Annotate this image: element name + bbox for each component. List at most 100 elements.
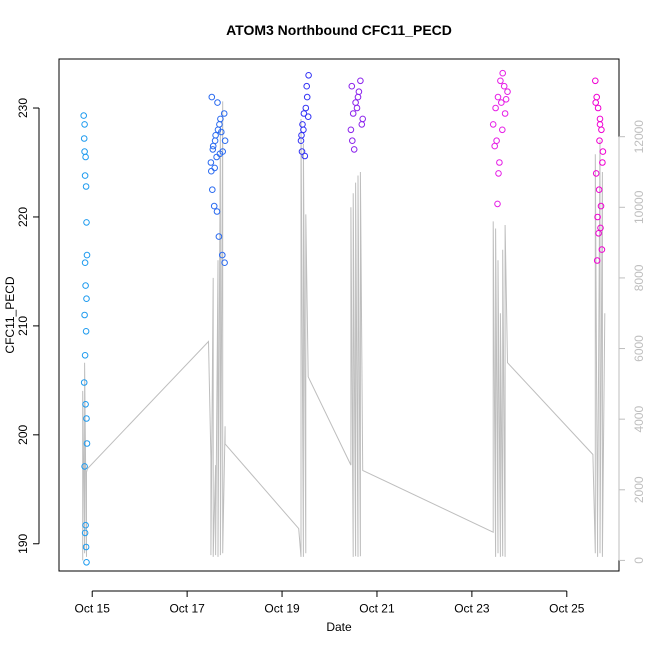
y-tick-label: 210 xyxy=(16,316,30,336)
data-point xyxy=(219,251,226,259)
data-point xyxy=(221,259,228,267)
chart-title: ATOM3 Northbound CFC11_PECD xyxy=(226,22,452,38)
y2-tick-label: 0 xyxy=(632,557,646,564)
data-point xyxy=(354,93,362,101)
data-point xyxy=(595,230,602,237)
data-point xyxy=(208,167,215,175)
data-point xyxy=(209,186,216,193)
data-point xyxy=(352,99,359,106)
y2-tick-label: 6000 xyxy=(632,335,646,362)
data-point xyxy=(81,311,88,319)
data-point xyxy=(347,126,355,134)
data-point xyxy=(493,137,500,144)
data-point xyxy=(207,159,215,166)
data-point xyxy=(81,148,88,155)
data-point xyxy=(82,282,89,289)
data-point xyxy=(502,96,510,103)
data-point xyxy=(592,77,599,85)
data-point xyxy=(214,99,221,106)
data-point xyxy=(81,259,89,267)
data-point xyxy=(216,150,224,158)
points-layer xyxy=(80,69,607,566)
x-tick-label: Oct 21 xyxy=(359,602,395,616)
data-point xyxy=(81,172,89,179)
data-point xyxy=(82,153,89,161)
data-point xyxy=(305,72,312,79)
secondary-line-layer xyxy=(82,101,606,561)
data-point xyxy=(209,146,217,153)
data-point xyxy=(303,82,311,90)
data-point xyxy=(82,543,90,551)
y2-tick-label: 8000 xyxy=(632,264,646,291)
data-point xyxy=(349,110,357,117)
data-point xyxy=(500,82,508,90)
data-point xyxy=(596,137,603,144)
data-point xyxy=(499,69,507,77)
data-point xyxy=(498,99,505,106)
data-point xyxy=(301,152,309,160)
data-point xyxy=(298,132,305,139)
data-point xyxy=(303,93,311,101)
data-point xyxy=(593,257,601,264)
data-point xyxy=(218,128,225,136)
data-point xyxy=(211,164,218,172)
data-point xyxy=(495,170,502,177)
data-point xyxy=(599,159,606,166)
data-point xyxy=(304,113,312,120)
data-point xyxy=(302,104,310,112)
data-point xyxy=(494,93,502,101)
data-point xyxy=(596,121,604,128)
data-point xyxy=(594,213,601,221)
data-point xyxy=(83,219,90,226)
x-tick-label: Oct 23 xyxy=(454,602,490,616)
plot-frame xyxy=(58,58,620,572)
y-tick-label: 230 xyxy=(16,98,30,118)
data-point xyxy=(597,202,605,210)
data-point xyxy=(211,137,219,144)
y2-tick-label: 2000 xyxy=(632,476,646,503)
data-point xyxy=(494,200,501,208)
data-point xyxy=(349,137,356,144)
data-point xyxy=(81,463,88,470)
data-point xyxy=(359,115,367,123)
data-point xyxy=(213,208,221,215)
data-point xyxy=(213,153,220,161)
data-point xyxy=(81,529,89,537)
data-point xyxy=(80,135,88,142)
x-tick-label: Oct 17 xyxy=(169,602,205,616)
data-point xyxy=(348,82,356,90)
data-point xyxy=(592,170,600,177)
data-point xyxy=(210,202,218,210)
data-point xyxy=(83,415,90,422)
data-point xyxy=(496,159,503,166)
y2-tick-label: 10000 xyxy=(632,190,646,224)
data-point xyxy=(595,186,603,193)
data-point xyxy=(499,126,506,134)
data-point xyxy=(501,110,509,117)
data-point xyxy=(81,121,88,128)
x-axis: Oct 15 Oct 17 Oct 19 Oct 21 Oct 23 Oct 25 xyxy=(75,590,585,616)
data-point xyxy=(358,121,366,128)
y-axis-label: CFC11_PECD xyxy=(3,276,17,353)
y-axis: 190 200 210 220 230 xyxy=(16,98,40,554)
x-axis-label: Date xyxy=(326,620,352,634)
y2-axis: 0 2000 4000 6000 8000 10000 12000 xyxy=(618,120,646,564)
data-point xyxy=(357,77,364,85)
data-point xyxy=(598,246,606,253)
y2-tick-label: 4000 xyxy=(632,406,646,433)
data-point xyxy=(82,328,90,335)
data-point xyxy=(212,132,219,139)
data-point xyxy=(300,126,307,134)
data-point xyxy=(220,110,228,117)
x-tick-label: Oct 25 xyxy=(549,602,585,616)
data-point xyxy=(83,559,90,566)
data-point xyxy=(353,104,361,112)
data-point xyxy=(492,104,499,112)
data-point xyxy=(83,251,91,259)
data-point xyxy=(593,93,601,101)
data-point xyxy=(83,295,90,303)
data-point xyxy=(594,104,602,112)
data-point xyxy=(82,521,89,529)
data-point xyxy=(82,401,89,408)
